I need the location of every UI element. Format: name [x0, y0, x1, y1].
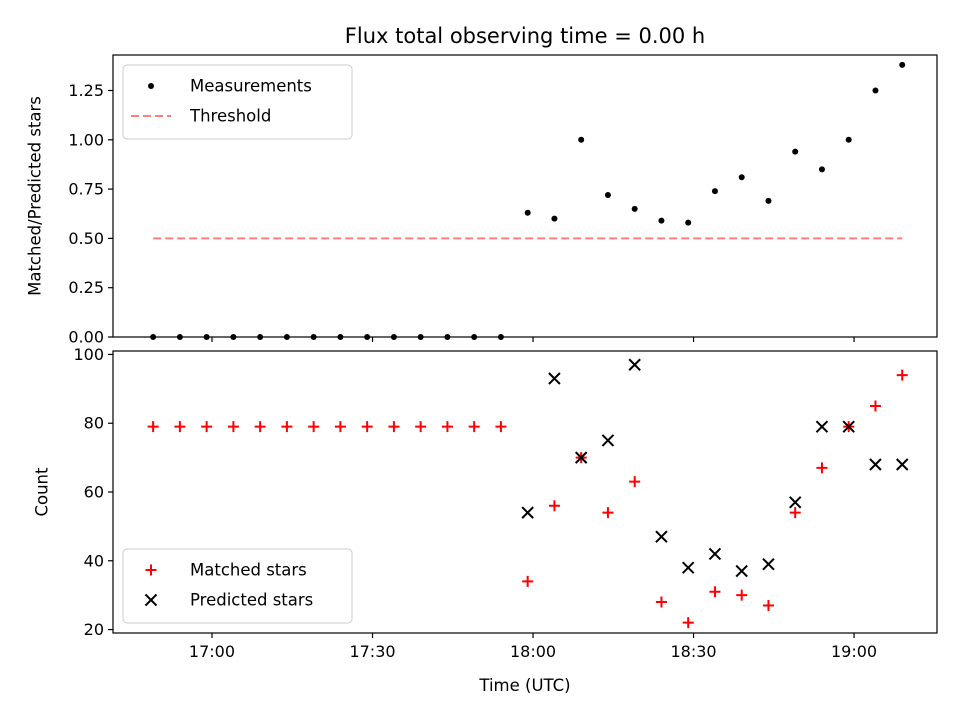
- predicted-star-point: [628, 358, 641, 371]
- matched-star-point: [388, 421, 400, 433]
- chart-title: Flux total observing time = 0.00 h: [345, 24, 705, 48]
- legend-box: [122, 64, 353, 140]
- matched-star-point: [281, 421, 293, 433]
- x-tick-label: 17:00: [189, 642, 235, 661]
- matched-star-point: [736, 589, 748, 601]
- y-tick-label: 0.25: [68, 278, 104, 297]
- matched-star-point: [682, 617, 694, 629]
- legend-marker: [144, 593, 158, 607]
- x-tick-label: 19:00: [831, 642, 877, 661]
- measurement-point: [604, 192, 611, 199]
- legend-label: Predicted stars: [190, 591, 313, 610]
- count-y-axis-label: Count: [33, 467, 52, 517]
- matched-star-point: [361, 421, 373, 433]
- predicted-star-point: [842, 420, 855, 433]
- y-tick-label: 1.25: [68, 81, 104, 100]
- measurement-point: [685, 219, 692, 226]
- axes-frame: [112, 350, 938, 634]
- y-tick-label: 0.00: [68, 328, 104, 347]
- measurement-point: [631, 205, 638, 212]
- measurement-point: [818, 166, 825, 173]
- matched-star-point: [227, 421, 239, 433]
- matched-star-point: [308, 421, 320, 433]
- matched-star-point: [709, 586, 721, 598]
- measurement-point: [578, 136, 585, 143]
- matched-star-point: [816, 462, 828, 474]
- predicted-star-point: [708, 547, 722, 561]
- matched-star-point: [441, 421, 453, 433]
- measurement-point: [551, 215, 558, 222]
- matched-star-point: [789, 507, 801, 519]
- matched-star-point: [655, 596, 667, 608]
- predicted-star-point: [548, 372, 561, 385]
- matched-star-point: [896, 369, 908, 381]
- legend-box: [122, 548, 353, 624]
- x-tick-label: 17:30: [349, 642, 395, 661]
- predicted-star-point: [762, 558, 775, 571]
- predicted-star-point: [896, 458, 909, 471]
- predicted-star-point: [521, 506, 534, 519]
- predicted-star-point: [869, 458, 882, 471]
- matched-star-point: [629, 476, 641, 488]
- matched-star-point: [254, 421, 266, 433]
- matched-star-point: [174, 421, 186, 433]
- predicted-star-point: [574, 451, 588, 464]
- y-tick-label: 0.50: [68, 229, 104, 248]
- matched-star-point: [602, 507, 614, 519]
- x-tick-label: 18:30: [670, 642, 716, 661]
- predicted-star-point: [789, 496, 802, 509]
- y-tick-label: 40: [84, 551, 104, 570]
- y-tick-label: 0.75: [68, 180, 104, 199]
- predicted-star-point: [681, 561, 695, 574]
- count-panel: Count 20 40 60 80 100 17:00 17:30 18:00 18:30 19:…: [33, 345, 938, 661]
- measurement-point: [845, 136, 852, 143]
- predicted-star-point: [601, 434, 615, 447]
- predicted-star-point: [735, 564, 748, 578]
- measurement-point: [711, 188, 718, 195]
- legend-label: Measurements: [190, 77, 312, 96]
- y-tick-label: 1.00: [68, 130, 104, 149]
- matched-star-point: [468, 421, 480, 433]
- legend-label: Threshold: [189, 107, 271, 126]
- matched-star-point: [147, 421, 159, 433]
- ratio-y-axis-label: Matched/Predicted stars: [26, 96, 45, 296]
- axes-frame: [112, 54, 938, 338]
- predicted-star-point: [815, 420, 829, 433]
- x-axis-label: Time (UTC): [478, 676, 570, 695]
- y-tick-label: 60: [84, 483, 104, 502]
- measurement-point: [765, 197, 772, 204]
- legend-label: Matched stars: [190, 561, 307, 580]
- measurement-point: [792, 148, 799, 155]
- y-tick-label: 80: [84, 414, 104, 433]
- measurement-point: [738, 174, 745, 181]
- matched-star-point: [201, 421, 213, 433]
- measurement-point: [872, 87, 879, 94]
- y-tick-label: 20: [84, 620, 104, 639]
- legend-marker: [145, 564, 157, 576]
- matched-star-point: [522, 575, 534, 587]
- measurement-point: [658, 217, 665, 224]
- predicted-star-point: [655, 530, 668, 543]
- matched-star-point: [495, 421, 507, 433]
- legend-marker: [148, 83, 154, 89]
- matched-star-point: [334, 421, 346, 433]
- measurement-point: [899, 61, 906, 68]
- matched-star-point: [869, 400, 881, 412]
- matched-star-point: [548, 500, 560, 512]
- x-tick-label: 18:00: [510, 642, 556, 661]
- ratio-panel: Matched/Predicted stars 0.00 0.25 0.50 0.75…: [26, 54, 938, 347]
- matched-star-point: [415, 421, 427, 433]
- matched-star-point: [762, 599, 774, 611]
- y-tick-label: 100: [73, 345, 104, 364]
- measurement-point: [524, 209, 531, 216]
